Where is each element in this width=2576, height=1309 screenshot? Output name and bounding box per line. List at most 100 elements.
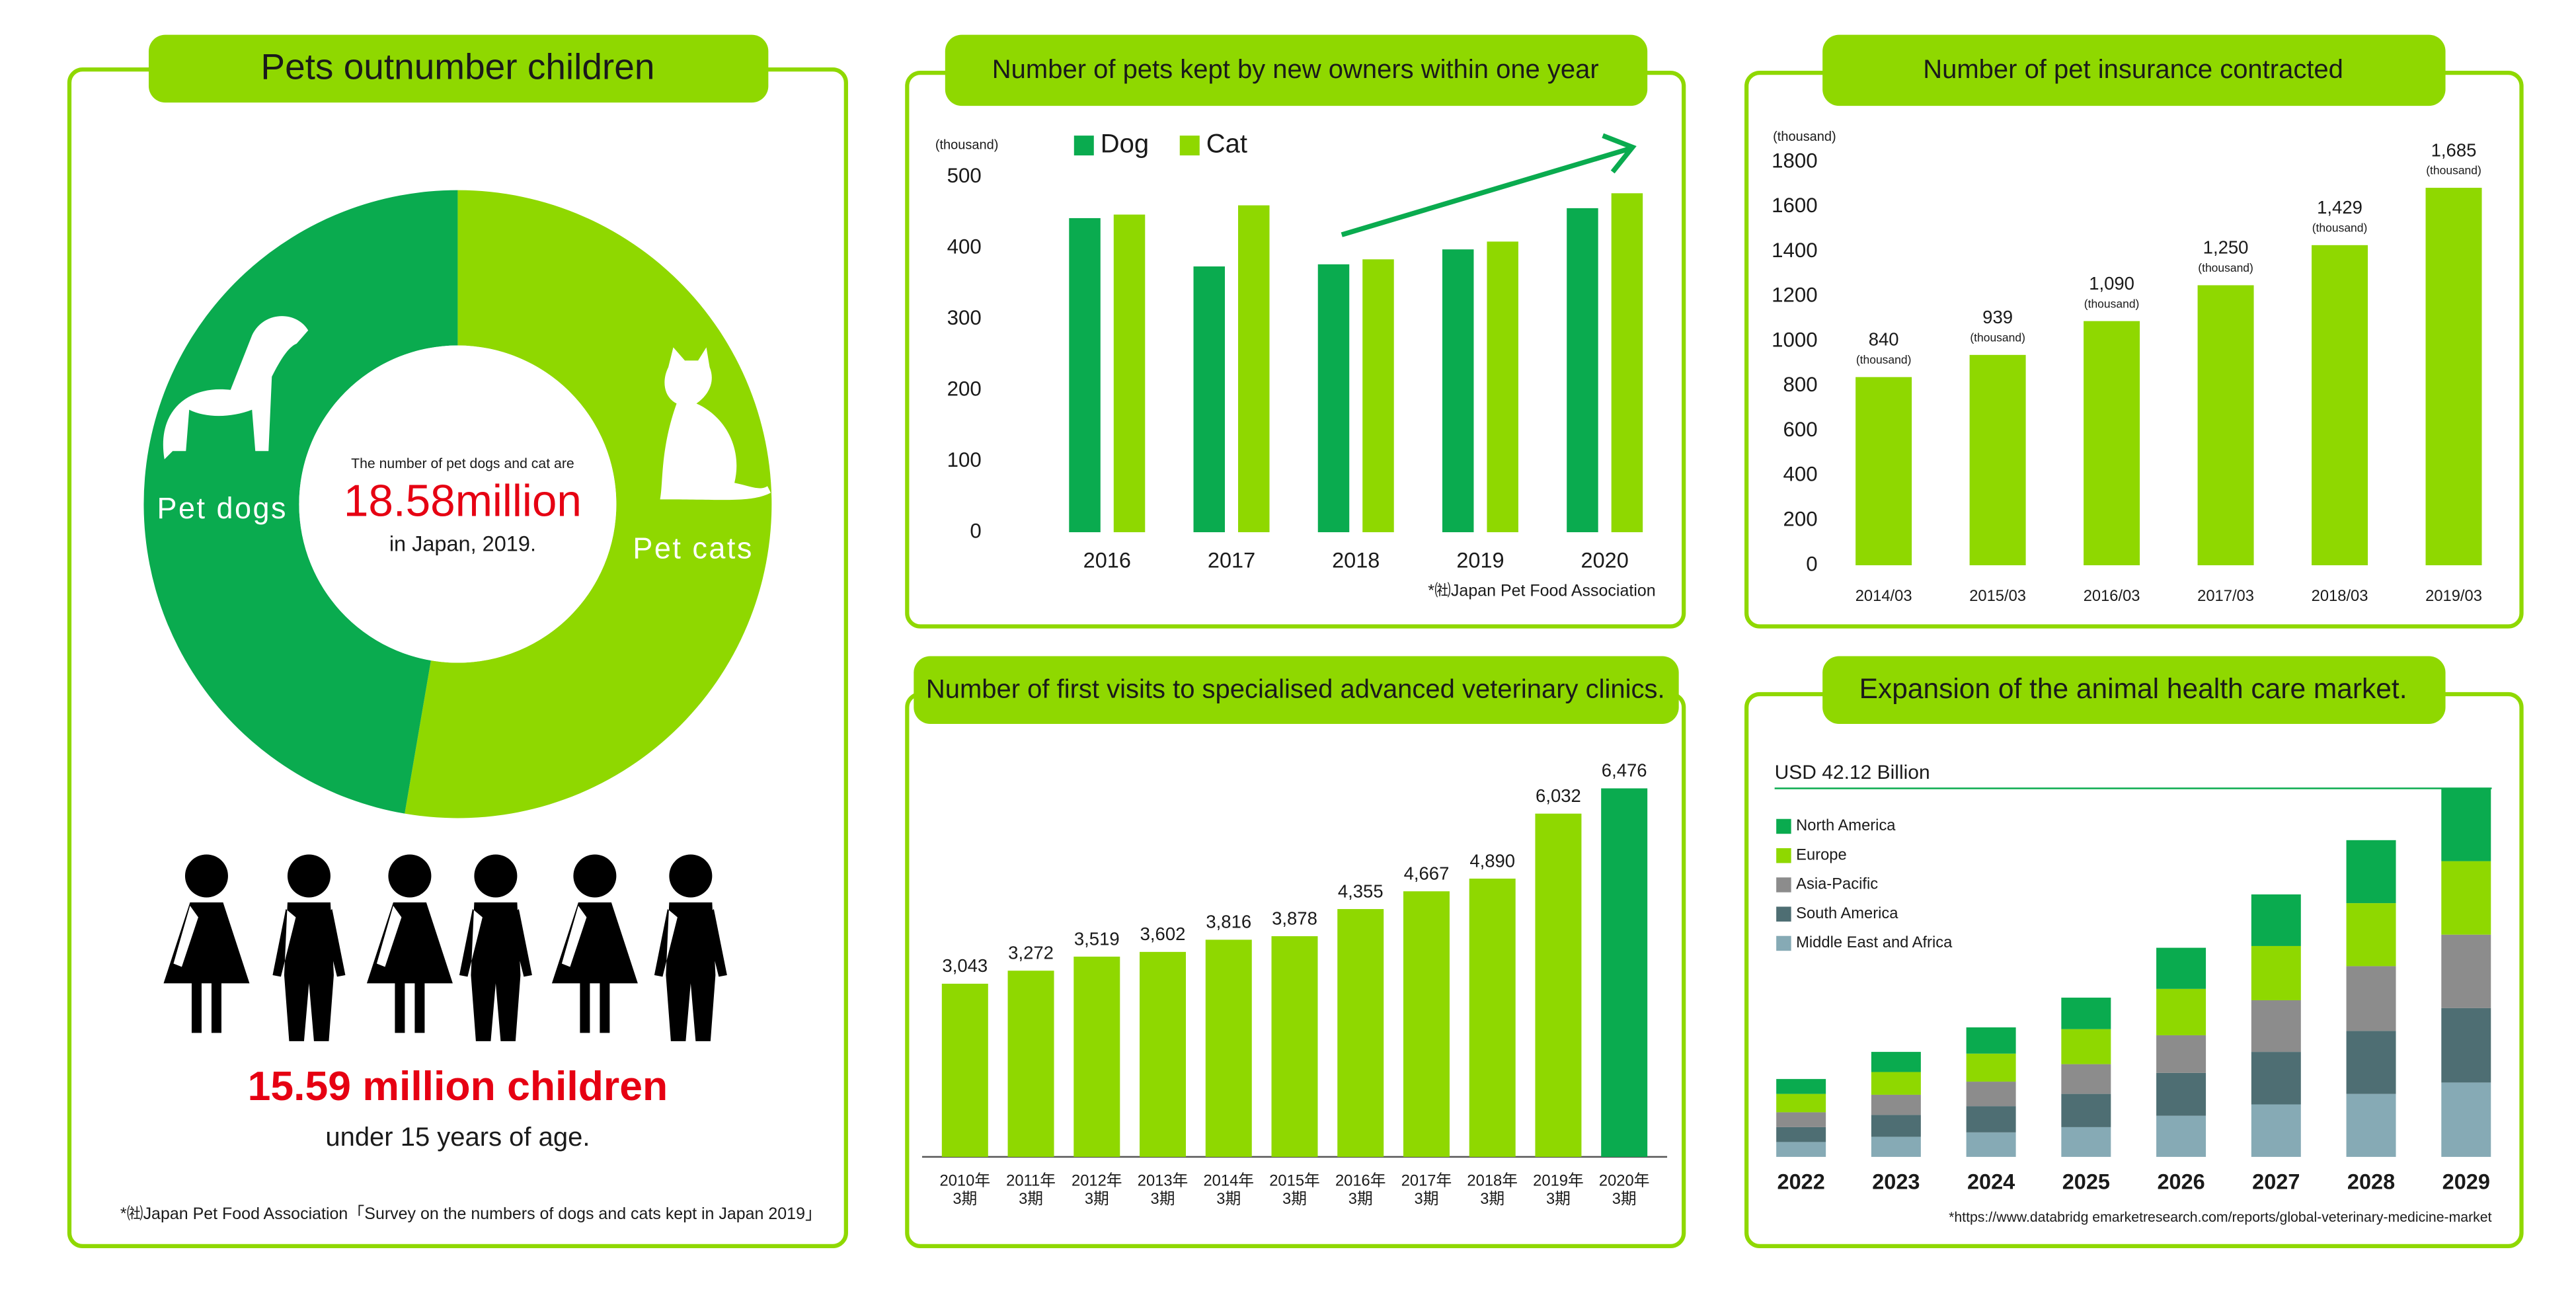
y-tick-label: 1000 [1772,328,1817,351]
child-head [184,854,228,898]
legend-label: South America [1796,905,1898,922]
legend-label: Europe [1796,846,1847,863]
bar-segment [1966,1106,2016,1132]
x-tick-label: 2016/03 [2084,588,2140,605]
x-tick-label: 2018 [1332,549,1380,573]
y-tick-label: 100 [947,448,982,471]
child-body [551,902,638,1033]
bar-segment [2346,840,2396,904]
x-tick-label: 2010年 [940,1172,991,1190]
bar [1073,957,1120,1157]
bar-segment [2156,1035,2206,1073]
source-note: *https://www.databridg emarketresearch.c… [1949,1209,2491,1225]
slice-label: Pet cats [633,532,754,565]
x-tick-label: 3期 [1085,1191,1109,1208]
x-tick-label: 2029 [2442,1170,2490,1193]
y-tick-label: 1800 [1772,149,1817,172]
bar [1317,264,1350,533]
y-tick-label: 1600 [1772,194,1817,217]
bar-segment [2251,945,2301,1001]
bar [1193,266,1226,533]
x-tick-label: 2019年 [1533,1172,1584,1190]
x-tick-label: 2019 [1456,549,1504,573]
slice-label: Pet dogs [157,491,288,525]
x-tick-label: 2015年 [1269,1172,1320,1190]
bar-segment [2441,1008,2491,1083]
legend-label: Middle East and Africa [1796,934,1953,951]
value-label: 3,602 [1140,924,1186,944]
bar [2312,245,2368,566]
x-tick-label: 2023 [1872,1170,1920,1193]
value-label: 6,476 [1602,760,1647,781]
y-tick-label: 0 [1806,552,1817,575]
bar-segment [1871,1115,1921,1137]
bar [1007,971,1054,1157]
x-tick-label: 3期 [953,1191,977,1208]
children-count: 15.59 million children [248,1063,668,1109]
value-unit: (thousand) [2312,221,2368,234]
x-tick-label: 2019/03 [2425,588,2482,605]
bar [1205,939,1252,1157]
title-pill [945,34,1648,106]
bar [1535,813,1582,1157]
chart-title: Number of first visits to specialised ad… [926,675,1665,704]
children-silhouettes [163,854,727,1041]
child-head [287,854,331,898]
value-label: 3,272 [1008,943,1054,963]
bar-segment [2251,1104,2301,1157]
bar-segment [2156,1115,2206,1157]
x-tick-label: 2011年 [1006,1172,1056,1190]
bar [1469,878,1516,1157]
bar [1969,354,2026,566]
bar [941,983,988,1157]
value-unit: (thousand) [2426,164,2481,177]
bar-segment [2061,1127,2111,1157]
bar [1238,205,1270,533]
bar [1403,891,1450,1157]
x-tick-label: 3期 [1480,1191,1504,1208]
title-pill [914,656,1679,724]
value-label: 840 [1869,329,1899,350]
bar-segment [2061,1093,2111,1127]
bar-segment [1966,1053,2016,1082]
y-tick-label: 800 [1783,373,1818,396]
bar-segment [1776,1142,1826,1157]
value-label: 1,429 [2317,197,2362,218]
bar-segment [2061,998,2111,1029]
bar-segment [2346,1031,2396,1094]
bar-segment [2251,1052,2301,1105]
child-head [573,854,617,898]
x-tick-label: 2013年 [1138,1172,1189,1190]
title-pill [1822,34,2446,106]
x-tick-label: 2026 [2157,1170,2205,1193]
x-tick-label: 2020年 [1599,1172,1650,1190]
bar-segment [1871,1072,1921,1095]
bar-segment [2441,1082,2491,1157]
bar-segment [2156,988,2206,1035]
y-unit: (thousand) [935,138,999,152]
children-note: under 15 years of age. [325,1123,590,1152]
chart-title: Number of pets kept by new owners within… [992,55,1599,84]
legend-swatch [1776,877,1791,892]
bar-segment [1871,1052,1921,1072]
bar-segment [2061,1029,2111,1064]
bar-segment [1966,1082,2016,1107]
x-tick-label: 2028 [2347,1170,2395,1193]
x-tick-label: 2015/03 [1969,588,2026,605]
bar-segment [1871,1094,1921,1115]
x-tick-label: 2024 [1967,1170,2015,1193]
child-body [654,902,727,1041]
bar-segment [2251,894,2301,946]
bar-segment [2441,788,2491,861]
legend-swatch [1776,818,1791,834]
y-tick-label: 400 [1783,463,1818,486]
x-tick-label: 2017 [1208,549,1255,573]
trend-arrow [1341,146,1630,237]
child-head [388,854,432,898]
value-label: 1,685 [2431,139,2477,160]
bar-segment [1966,1027,2016,1054]
legend-swatch [1776,935,1791,951]
x-tick-label: 2027 [2252,1170,2300,1193]
pet-icon [163,316,309,459]
